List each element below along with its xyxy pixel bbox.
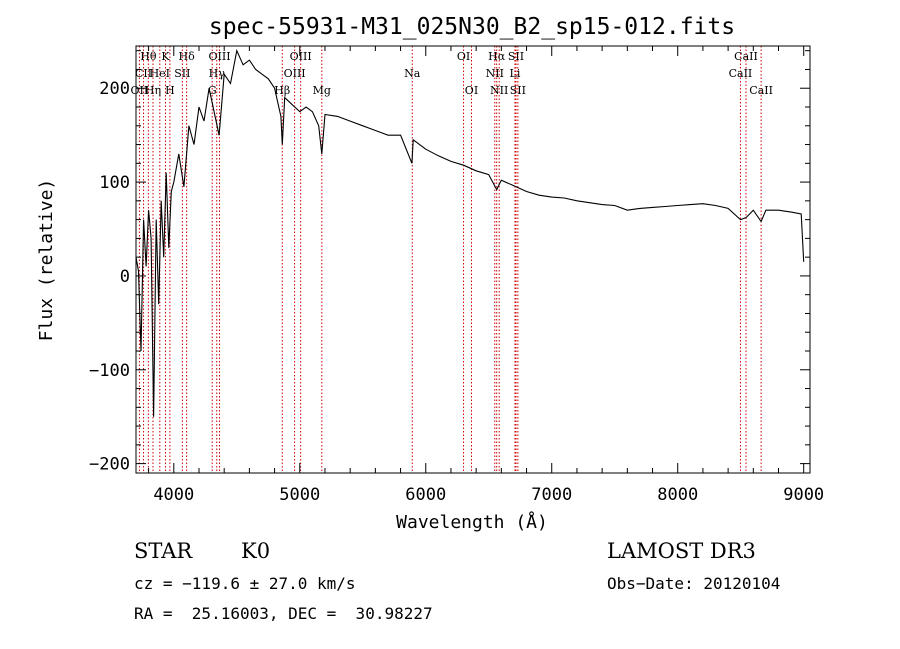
spectral-line-label: Mg bbox=[313, 84, 331, 97]
observation-date: Obs−Date: 20120104 bbox=[607, 574, 781, 593]
spectral-line-label: OIII bbox=[284, 67, 306, 80]
chart-title: spec-55931-M31_025N30_B2_sp15-012.fits bbox=[209, 14, 735, 40]
spectral-line-label: H bbox=[165, 84, 175, 97]
coordinates: RA = 25.16003, DEC = 30.98227 bbox=[134, 604, 433, 623]
spectral-line-label: Hδ bbox=[179, 50, 196, 63]
redshift-velocity: cz = −119.6 ± 27.0 km/s bbox=[134, 574, 356, 593]
plot-frame bbox=[135, 45, 811, 474]
y-tick-label: −100 bbox=[89, 361, 130, 381]
spectrum-line bbox=[135, 48, 805, 417]
spectral-line-label: Li bbox=[510, 67, 521, 80]
spectral-line-label: CaII bbox=[749, 84, 773, 97]
x-tick-label: 6000 bbox=[405, 485, 446, 505]
spectral-line-label: Na bbox=[404, 67, 421, 80]
spectral-line-label: CaII bbox=[729, 67, 753, 80]
spectral-line-label: OIII bbox=[290, 50, 312, 63]
spectral-line-label: OI bbox=[465, 84, 478, 97]
spectral-line-label: NII bbox=[490, 84, 508, 97]
spectral-line-label: SII bbox=[508, 50, 524, 63]
y-axis-ticks: −200 −100 0 100 200 bbox=[89, 50, 810, 475]
x-axis-label: Wavelength (Å) bbox=[396, 511, 548, 533]
object-class: STAR bbox=[134, 539, 193, 563]
y-tick-label: −200 bbox=[89, 455, 130, 475]
spectral-line-label: HeI bbox=[150, 67, 170, 80]
spectral-lines-layer bbox=[138, 46, 762, 473]
spectral-line-label: K bbox=[161, 50, 170, 63]
spectral-line-label: NII bbox=[486, 67, 504, 80]
spectral-line-label: OIII bbox=[208, 50, 230, 63]
x-tick-label: 4000 bbox=[153, 485, 194, 505]
y-axis-label: Flux (relative) bbox=[36, 179, 57, 342]
x-tick-label: 7000 bbox=[531, 485, 572, 505]
spectral-line-label: OI bbox=[457, 50, 470, 63]
spectral-line-label: Hγ bbox=[209, 67, 226, 80]
spectral-line-label: OII bbox=[131, 84, 149, 97]
x-tick-label: 9000 bbox=[783, 485, 824, 505]
x-tick-label: 8000 bbox=[657, 485, 698, 505]
spectral-line-label: G bbox=[208, 84, 217, 97]
object-subclass: K0 bbox=[241, 539, 271, 563]
spectral-line-label: SII bbox=[174, 67, 190, 80]
spectral-line-label: Hθ bbox=[140, 50, 157, 63]
y-tick-label: 100 bbox=[99, 173, 130, 193]
survey-name: LAMOST DR3 bbox=[607, 539, 756, 563]
x-tick-label: 5000 bbox=[279, 485, 320, 505]
spectral-line-label: CaII bbox=[734, 50, 758, 63]
x-axis-ticks: 4000 5000 6000 7000 8000 9000 bbox=[148, 46, 824, 505]
y-tick-label: 0 bbox=[120, 267, 130, 287]
spectral-line-label: Hβ bbox=[274, 84, 290, 97]
spectral-line-label: Hα bbox=[488, 50, 506, 63]
spectral-line-label: CII bbox=[135, 67, 152, 80]
spectral-line-label: SII bbox=[510, 84, 526, 97]
spectral-line-label: Hη bbox=[145, 84, 161, 97]
y-tick-label: 200 bbox=[99, 79, 130, 99]
